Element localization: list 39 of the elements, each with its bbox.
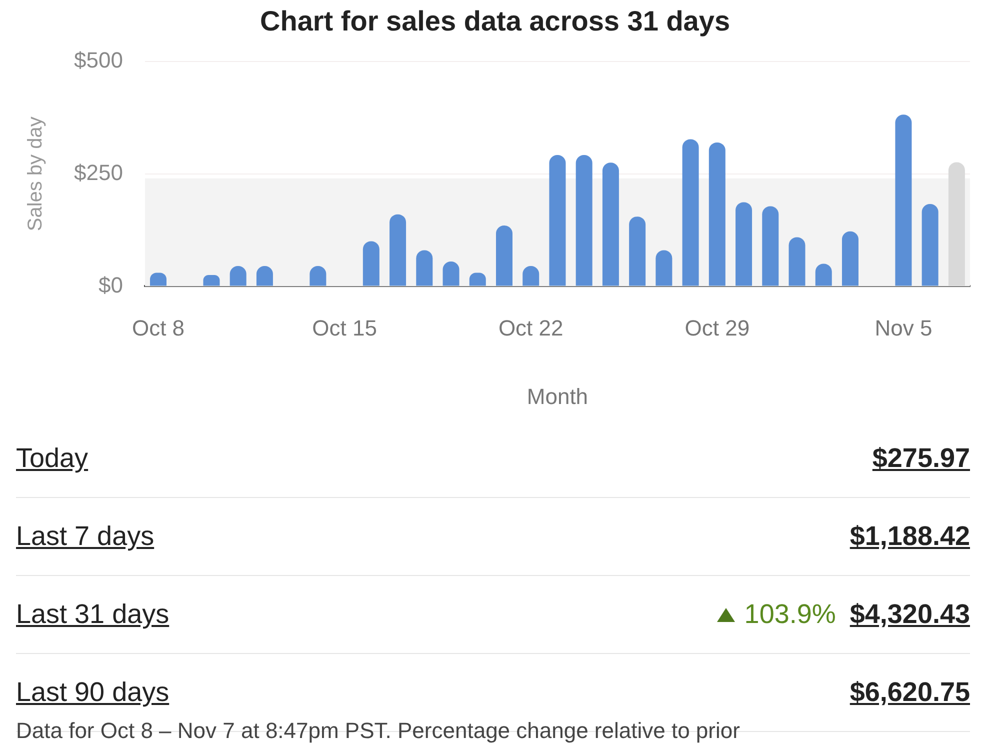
bar <box>390 214 406 286</box>
bar <box>496 226 512 286</box>
x-tick-label: Nov 5 <box>874 315 932 340</box>
bar <box>549 155 566 286</box>
text: $1,188.42 <box>850 521 970 552</box>
bar <box>682 139 699 286</box>
y-axis-title: Sales by day <box>24 116 47 232</box>
x-tick-label: Oct 8 <box>132 315 185 340</box>
bar <box>362 241 380 286</box>
bar <box>948 162 965 286</box>
text: Last 90 days <box>16 677 170 708</box>
bar <box>736 202 752 286</box>
text: 103.9% <box>744 599 836 630</box>
text: Last 7 days <box>16 521 154 552</box>
y-tick-label: $500 <box>74 48 123 73</box>
bar <box>656 250 672 286</box>
text: Today <box>16 443 88 474</box>
chart-title: Chart for sales data across 31 days <box>260 6 730 37</box>
bar <box>895 114 912 286</box>
bar <box>629 216 646 286</box>
x-tick-label: Oct 29 <box>684 315 750 340</box>
x-tick-label: Oct 22 <box>498 315 564 340</box>
y-tick-label: $0 <box>98 272 123 298</box>
x-axis-title: Month <box>526 384 588 409</box>
bar <box>416 250 433 286</box>
text: Last 31 days <box>16 599 170 630</box>
x-tick-label: Oct 15 <box>312 315 377 340</box>
bar <box>576 155 592 286</box>
text: $4,320.43 <box>850 599 970 630</box>
y-tick-label: $250 <box>74 160 123 185</box>
bar <box>788 237 806 286</box>
bar <box>708 142 726 286</box>
text: Data for Oct 8 – Nov 7 at 8:47pm PST. Percentage change relative to prior <box>16 718 740 744</box>
text: $6,620.75 <box>850 677 970 708</box>
bar <box>602 162 619 286</box>
bar <box>842 231 858 286</box>
text: $275.97 <box>872 443 970 474</box>
bar <box>922 204 938 286</box>
bar <box>762 206 779 286</box>
